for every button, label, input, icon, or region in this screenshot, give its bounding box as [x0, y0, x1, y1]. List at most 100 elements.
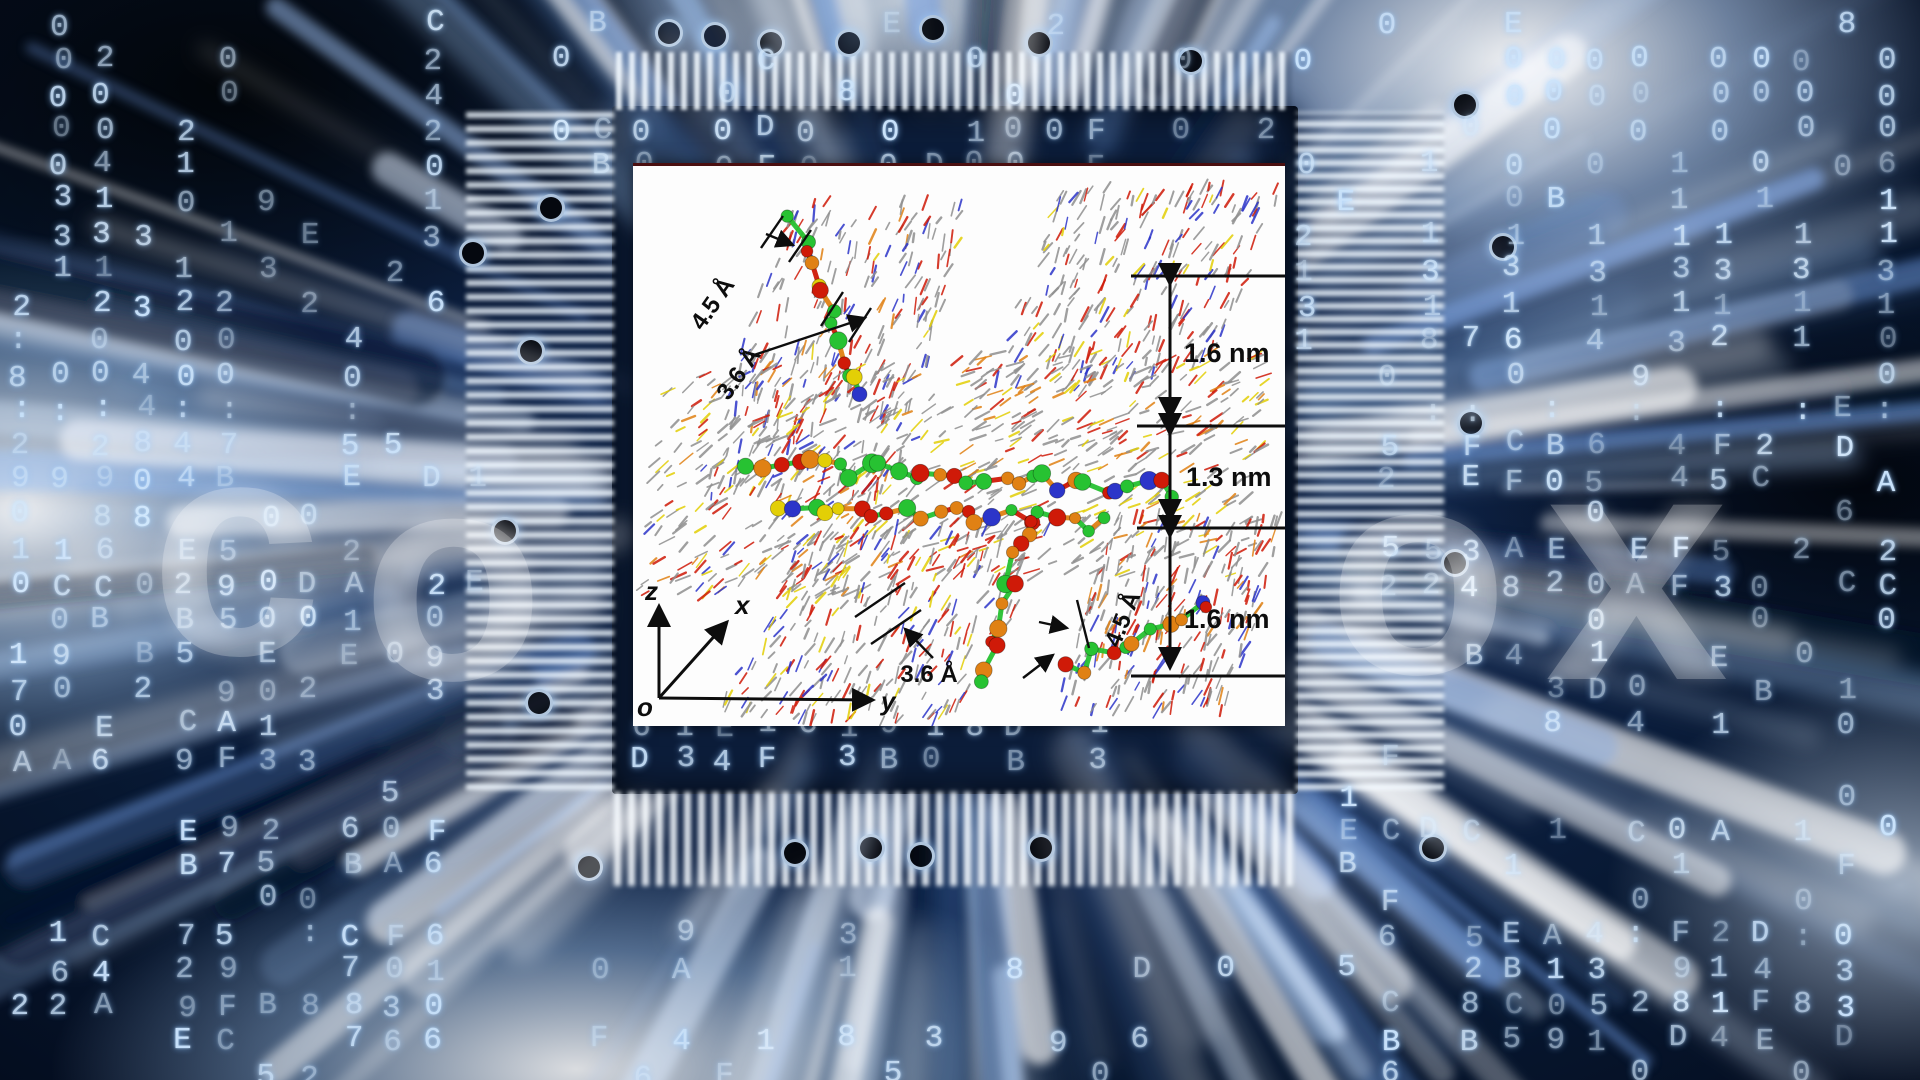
- hex-digit: 8: [133, 425, 153, 461]
- hex-digit: 0: [90, 322, 109, 358]
- hex-digit: 0: [91, 78, 110, 114]
- hex-digit: 0: [1878, 110, 1897, 146]
- hex-digit: F: [1751, 985, 1770, 1021]
- hex-digit: A: [1504, 532, 1524, 568]
- hex-digit: 1: [1294, 254, 1313, 290]
- hex-digit: 9: [10, 460, 30, 496]
- hex-digit: 0: [50, 603, 69, 639]
- hex-digit: 4: [173, 427, 192, 463]
- atom-sphere: [1048, 482, 1066, 499]
- hex-digit: 6: [425, 919, 445, 955]
- hex-digit: 0: [1585, 148, 1605, 184]
- atom-sphere: [863, 508, 879, 524]
- hex-digit: 5: [1589, 989, 1609, 1025]
- via-dot: [459, 239, 487, 267]
- hex-digit: 2: [93, 286, 112, 322]
- hex-digit: 9: [95, 460, 115, 496]
- hex-digit: 5: [214, 919, 234, 955]
- hex-digit: F: [1670, 569, 1689, 605]
- watermark-letter: o: [362, 410, 545, 743]
- hex-digit: B: [1502, 951, 1522, 987]
- axis-label-x: x: [733, 590, 751, 620]
- hex-digit: 8: [8, 360, 27, 396]
- hex-digit: 3: [1836, 990, 1856, 1026]
- atom-sphere: [989, 619, 1008, 638]
- hex-digit: 1: [1709, 951, 1728, 986]
- hex-digit: 0: [258, 880, 278, 916]
- hex-digit: 6: [423, 847, 443, 883]
- hex-digit: C: [1837, 565, 1857, 601]
- atom-sphere: [1005, 503, 1018, 517]
- watermark-letter: c: [150, 373, 323, 720]
- axis-label-y: y: [879, 686, 897, 716]
- hex-digit: 7: [10, 675, 29, 711]
- hex-digit: D: [1750, 916, 1770, 952]
- atom-sphere: [783, 500, 802, 518]
- hex-digit: 2: [175, 285, 195, 321]
- hex-digit: F: [1671, 531, 1691, 567]
- hex-digit: 0: [385, 951, 404, 987]
- hex-digit: B: [1006, 744, 1026, 780]
- hex-digit: F: [386, 920, 406, 956]
- hex-digit: 2: [1046, 9, 1066, 45]
- hex-digit: 2: [12, 290, 31, 326]
- atom-sphere: [879, 506, 894, 521]
- atom-sphere: [1164, 489, 1179, 505]
- atom-sphere: [829, 331, 848, 350]
- spacing-label-4-5A-top: 4.5 Å: [685, 272, 741, 335]
- hex-digit: 8: [344, 987, 364, 1023]
- atom-sphere: [949, 500, 964, 515]
- hex-digit: 1: [1670, 147, 1689, 183]
- hex-digit: 3: [382, 990, 401, 1026]
- hex-digit: 0: [1836, 708, 1856, 744]
- hex-digit: 4: [93, 146, 112, 182]
- atom-sphere: [1048, 508, 1067, 527]
- hex-digit: 5: [256, 1058, 276, 1080]
- hex-digit: 8: [1793, 986, 1812, 1022]
- hex-digit: 1: [176, 147, 195, 183]
- atom-sphere: [1000, 471, 1015, 486]
- hex-digit: C: [1878, 568, 1898, 604]
- hex-digit: A: [671, 953, 691, 989]
- watermark-letter: x: [1545, 380, 1729, 749]
- atom-sphere: [839, 468, 858, 487]
- atom-sphere: [1057, 656, 1074, 673]
- hex-digit: D: [1834, 1020, 1854, 1056]
- hex-digit: 7: [177, 919, 196, 955]
- hex-digit: B: [258, 988, 277, 1024]
- hex-digit: 0: [52, 111, 71, 147]
- hex-digit: 6: [423, 1022, 442, 1058]
- hex-digit: 1: [1587, 1025, 1606, 1061]
- hex-digit: 6: [426, 286, 446, 322]
- atom-sphere: [753, 459, 772, 478]
- hex-digit: 9: [1048, 1025, 1068, 1061]
- hex-digit: 4: [712, 745, 732, 781]
- atom-sphere: [837, 356, 851, 370]
- atom-sphere: [958, 475, 974, 491]
- hex-digit: E: [1336, 185, 1356, 221]
- hex-digit: F: [589, 1020, 609, 1056]
- hex-digit: 0: [8, 709, 28, 745]
- axis-label-origin: o: [637, 692, 653, 722]
- hex-digit: 2: [1792, 532, 1811, 568]
- hex-digit: 3: [1546, 671, 1566, 707]
- hex-digit: 3: [297, 745, 317, 781]
- hex-digit: 1: [11, 533, 30, 569]
- spacing-annotation-top: [750, 215, 873, 358]
- atom-sphere: [831, 502, 845, 515]
- hex-digit: 0: [48, 80, 68, 116]
- atom-sphere: [1013, 535, 1030, 552]
- hex-digit: 0: [1709, 41, 1728, 77]
- hex-digit: 7: [344, 1021, 364, 1057]
- atom-sphere: [1073, 473, 1092, 491]
- dimension-bracket: [1131, 263, 1285, 678]
- hex-digit: 4: [1753, 952, 1772, 988]
- hex-digit: 0: [48, 148, 68, 184]
- hex-digit: 2: [1711, 915, 1731, 951]
- hex-digit: A: [1876, 465, 1896, 501]
- hex-digit: 8: [1460, 987, 1480, 1023]
- hex-digit: 1: [1714, 218, 1734, 254]
- hex-digit: E: [178, 814, 198, 850]
- hex-digit: B: [90, 602, 109, 638]
